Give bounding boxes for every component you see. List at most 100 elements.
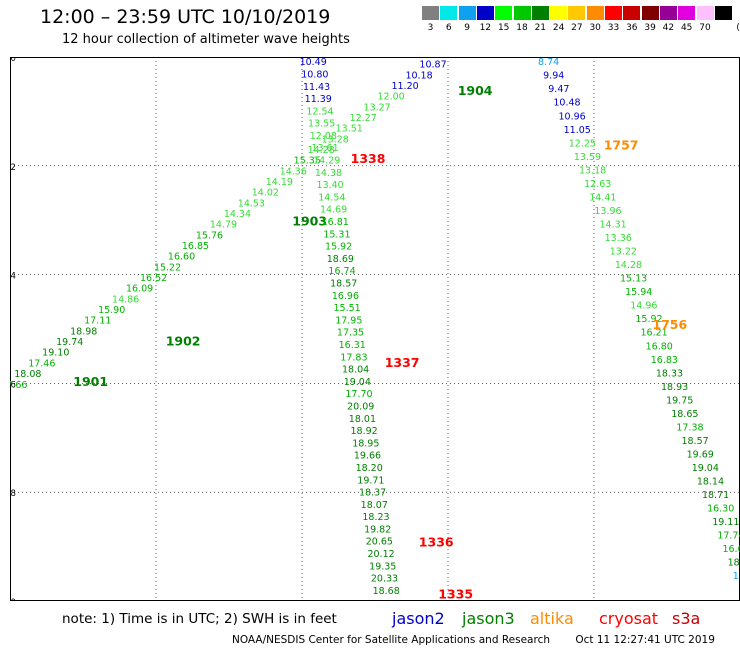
legend-label: 15 (497, 23, 510, 33)
legend-label: 36 (626, 23, 638, 33)
swh-value: 18.20 (356, 463, 383, 474)
pass-time-label: 1904 (458, 83, 493, 98)
legend-label: 12 (479, 23, 492, 33)
legend-label: 70 (699, 23, 711, 33)
swh-value: 1 (733, 571, 739, 582)
swh-value: 19.82 (364, 524, 391, 535)
legend-label: 39 (644, 23, 656, 33)
swh-value: 14.41 (589, 192, 616, 203)
lat-tick-label: -56 (10, 380, 16, 390)
footer-credit: NOAA/NESDIS Center for Satellite Applica… (232, 634, 550, 646)
swh-value: 12.54 (306, 106, 333, 117)
swh-value: 10.96 (559, 111, 586, 122)
swh-value: 13.59 (574, 152, 601, 163)
satellite-s3a: s3a (672, 609, 701, 628)
swh-value: 18.33 (656, 368, 683, 379)
legend-swatch (641, 6, 659, 20)
swh-value: 13.28 (322, 134, 349, 145)
swh-value: 14.86 (112, 294, 139, 305)
swh-value: 11.05 (564, 125, 591, 136)
swh-value: 18.04 (342, 365, 369, 376)
legend-label: 6 (445, 23, 452, 33)
swh-value: 15.35 (294, 156, 321, 167)
swh-value: 14.28 (308, 145, 335, 156)
swh-value: 18.71 (702, 490, 729, 501)
legend-label: 30 (589, 23, 601, 33)
swh-value: 14.96 (630, 301, 657, 312)
swh-value: 19.66 (354, 451, 381, 462)
swh-value: 16.81 (322, 217, 349, 228)
swh-value: 19.11 (712, 517, 739, 528)
legend-swatch (678, 6, 696, 20)
swh-value: 13.96 (594, 206, 621, 217)
swh-value: 13.36 (605, 233, 632, 244)
legend-swatch (458, 6, 476, 20)
swh-value: 12.63 (584, 179, 611, 190)
lat-tick-label: -50 (10, 57, 16, 64)
swh-value: 14.28 (615, 260, 642, 271)
legend-swatch (623, 6, 641, 20)
swh-value: 9.94 (543, 71, 564, 82)
legend-swatch (550, 6, 568, 20)
swh-value: 17.74 (717, 531, 740, 542)
swh-value: 19.75 (666, 395, 693, 406)
swh-value: 14.69 (320, 205, 347, 216)
swh-value: 14.79 (210, 220, 237, 231)
pass-time-label: 1336 (419, 535, 454, 550)
satellite-altika: altika (530, 609, 574, 628)
legend-swatch (495, 6, 513, 20)
swh-value: 15.92 (325, 242, 352, 253)
swh-value: 17.70 (345, 389, 372, 400)
swh-value: 10.49 (300, 57, 327, 68)
swh-value: 16.09 (126, 284, 153, 295)
swh-value: 20.12 (367, 549, 394, 560)
satellite-cryosat: cryosat (599, 609, 659, 628)
swh-value: 12.08 (310, 131, 337, 142)
map-title: 12:00 – 23:59 UTC 10/10/2019 (40, 6, 331, 28)
pass-time-label: 1903 (292, 214, 327, 229)
swh-value: 14.31 (600, 220, 627, 231)
legend-swatch (696, 6, 714, 20)
swh-value: 17.66 (10, 380, 27, 391)
swh-value: 15.76 (196, 230, 223, 241)
footer-timestamp: Oct 11 12:27:41 UTC 2019 (575, 634, 715, 646)
legend-label: 18 (516, 23, 528, 33)
swh-value: 14.34 (224, 209, 251, 220)
legend-label: 27 (571, 23, 583, 33)
legend-swatch (531, 6, 549, 20)
legend-swatch (586, 6, 604, 20)
swh-value: 18.01 (349, 414, 376, 425)
legend-swatch (605, 6, 622, 20)
swh-value: 20.65 (366, 537, 393, 548)
swh-value: 19.10 (42, 348, 69, 359)
swh-value: 10.87 (419, 60, 446, 71)
satellite-jason3: jason3 (462, 609, 515, 628)
pass-time-label: 1335 (438, 586, 473, 601)
legend-label: 9 (464, 23, 470, 33)
legend-label: 42 (662, 23, 675, 33)
swh-value: 17.46 (28, 358, 55, 369)
map-subtitle: 12 hour collection of altimeter wave hei… (62, 32, 350, 47)
legend-swatch (568, 6, 586, 20)
swh-value: 18.37 (359, 488, 386, 499)
swh-value: 13.55 (308, 119, 335, 130)
swh-value: 11.20 (391, 81, 418, 92)
swh-value: 18. (728, 558, 740, 569)
swh-value: 19.04 (344, 377, 371, 388)
legend-swatch (659, 6, 677, 20)
swh-value: 19.71 (357, 475, 384, 486)
swh-value: 9.47 (548, 84, 569, 95)
swh-value: 17.95 (335, 315, 362, 326)
swh-value: 12.27 (350, 113, 377, 124)
pass-time-label: 1756 (652, 317, 687, 332)
swh-value: 15.90 (98, 305, 125, 316)
footer: NOAA/NESDIS Center for Satellite Applica… (232, 634, 715, 646)
swh-value: 10.48 (553, 98, 580, 109)
swh-value: 10.80 (301, 69, 328, 80)
swh-value: 17.38 (676, 422, 703, 433)
swh-value: 10.06 (433, 57, 460, 60)
pass-time-label: 1901 (73, 374, 108, 389)
swh-value: 15.92 (635, 314, 662, 325)
swh-value: 16.21 (640, 328, 667, 339)
swh-value: 8.74 (538, 57, 559, 68)
